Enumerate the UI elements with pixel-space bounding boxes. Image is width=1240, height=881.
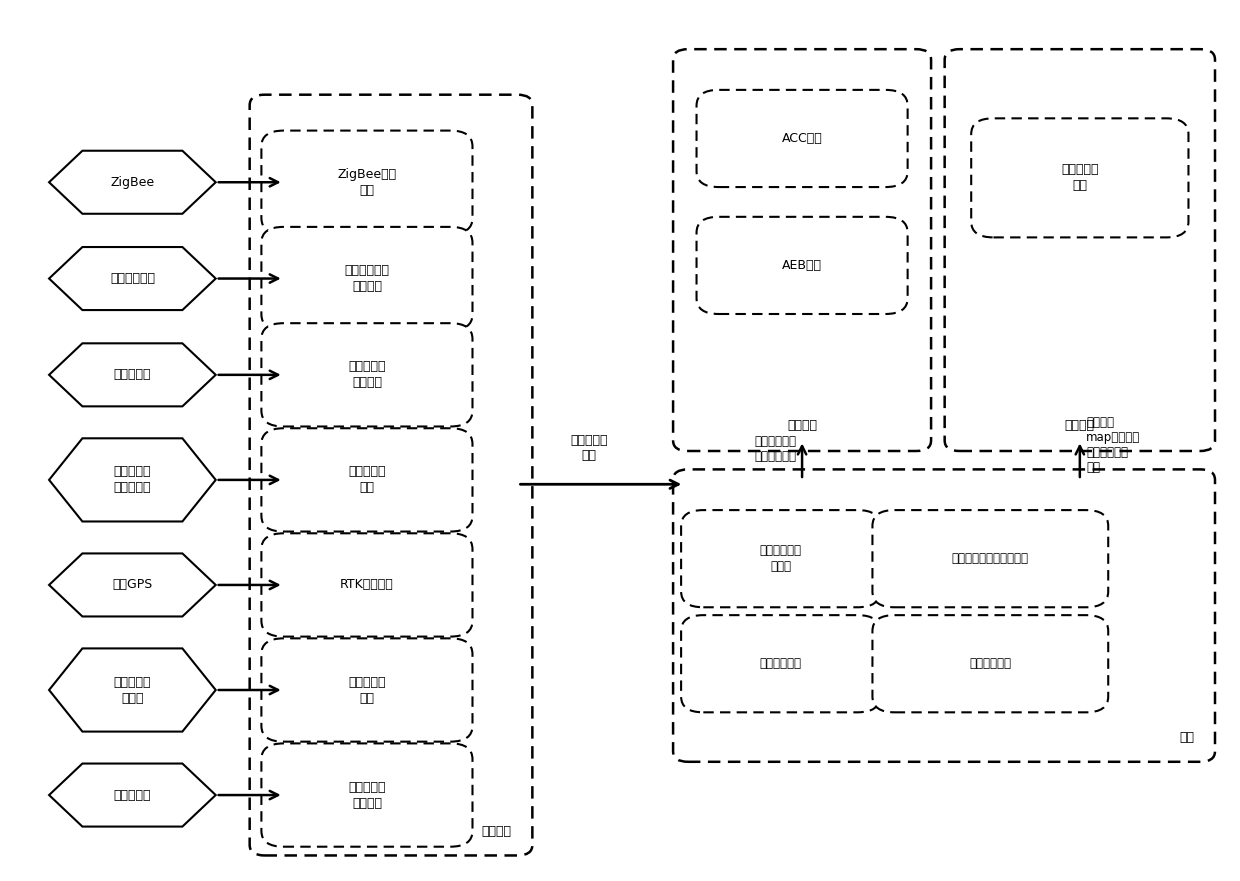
Text: 全局规划
map，惯导信
息，局部避障
信息: 全局规划 map，惯导信 息，局部避障 信息 [1086, 416, 1141, 474]
FancyBboxPatch shape [262, 744, 472, 847]
Text: 一线激光雷达: 一线激光雷达 [110, 272, 155, 285]
FancyBboxPatch shape [681, 510, 880, 607]
Text: 车道线识别
摄像机: 车道线识别 摄像机 [114, 676, 151, 705]
FancyBboxPatch shape [697, 217, 908, 314]
FancyBboxPatch shape [249, 94, 532, 855]
FancyBboxPatch shape [262, 130, 472, 233]
Text: 超声波雷达: 超声波雷达 [114, 368, 151, 381]
Text: 惯导GPS: 惯导GPS [113, 579, 153, 591]
Text: 超声波雷达
数据解析: 超声波雷达 数据解析 [348, 360, 386, 389]
Text: 毫米波雷达
数据解析: 毫米波雷达 数据解析 [348, 781, 386, 810]
Polygon shape [50, 344, 216, 406]
Text: 障碍物相对距
离，相对速度: 障碍物相对距 离，相对速度 [754, 435, 796, 463]
FancyBboxPatch shape [673, 470, 1215, 762]
Text: 红绿灯信号
射频接收器: 红绿灯信号 射频接收器 [114, 465, 151, 494]
Text: ZigBee: ZigBee [110, 175, 155, 189]
Text: RTK导航程序: RTK导航程序 [340, 579, 394, 591]
FancyBboxPatch shape [971, 118, 1188, 237]
FancyBboxPatch shape [681, 615, 880, 713]
FancyBboxPatch shape [262, 533, 472, 637]
Polygon shape [50, 439, 216, 522]
Text: 局部路径规划，目标车速: 局部路径规划，目标车速 [952, 552, 1029, 566]
Polygon shape [50, 764, 216, 826]
Text: 避障换道决策: 避障换道决策 [759, 657, 801, 670]
Polygon shape [50, 553, 216, 617]
Text: 车道线识别
程序: 车道线识别 程序 [348, 676, 386, 705]
Text: 信息融合后
信息: 信息融合后 信息 [570, 434, 608, 463]
Text: 决策: 决策 [1179, 731, 1194, 744]
FancyBboxPatch shape [262, 323, 472, 426]
Polygon shape [50, 247, 216, 310]
Text: 红绿灯识别
程序: 红绿灯识别 程序 [348, 465, 386, 494]
FancyBboxPatch shape [873, 510, 1109, 607]
FancyBboxPatch shape [262, 639, 472, 742]
Text: 横向控制: 横向控制 [1065, 418, 1095, 432]
Text: ACC逻辑: ACC逻辑 [781, 132, 822, 145]
Text: ZigBee信息
处理: ZigBee信息 处理 [337, 167, 397, 196]
FancyBboxPatch shape [945, 49, 1215, 451]
Polygon shape [50, 648, 216, 731]
FancyBboxPatch shape [873, 615, 1109, 713]
Text: 毫米波雷达: 毫米波雷达 [114, 788, 151, 802]
Text: 一线激光雷达
数据解析: 一线激光雷达 数据解析 [345, 264, 389, 293]
Text: AEB逻辑: AEB逻辑 [782, 259, 822, 272]
Polygon shape [50, 151, 216, 214]
Text: 信息融合: 信息融合 [481, 825, 511, 838]
FancyBboxPatch shape [262, 227, 472, 330]
FancyBboxPatch shape [673, 49, 931, 451]
Text: 全局规划，目
标车速: 全局规划，目 标车速 [759, 544, 801, 574]
FancyBboxPatch shape [697, 90, 908, 187]
Text: 路口通行决策: 路口通行决策 [970, 657, 1012, 670]
Text: 纵向控制: 纵向控制 [787, 418, 817, 432]
FancyBboxPatch shape [262, 428, 472, 531]
Text: 方向盘转角
控制: 方向盘转角 控制 [1061, 163, 1099, 192]
